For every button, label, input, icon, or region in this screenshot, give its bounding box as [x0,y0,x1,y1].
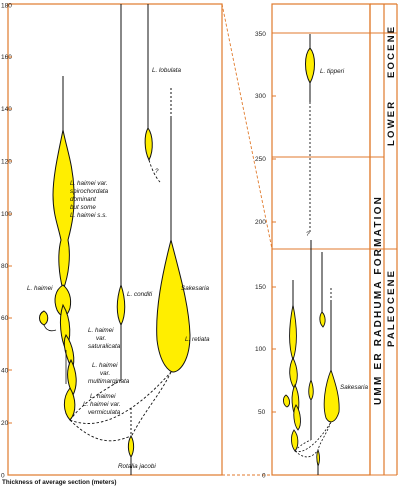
right-horizontal-lines [272,32,397,476]
label-haimei: L. haimei [27,285,53,292]
label-haimei-second: L. haimei [90,393,116,400]
label-conditi: L. conditi [127,291,153,298]
mini-spirochordata [289,304,297,362]
mini-lobulata [319,311,326,328]
formation-label: UMM ER RADHUMA FORMATION [373,195,384,405]
right-tick-marks [272,95,276,413]
label-multimarginata: L. haimei var. multimarginata [88,362,130,385]
tick-40: 40 [1,368,9,375]
x-axis-caption: Thickness of average section (meters) [2,479,116,486]
rotalia-range [127,434,135,458]
left-axis-ticks: 0 20 40 60 80 100 120 140 160 180 [1,3,12,480]
mini-conditi [308,378,314,401]
rtick-50: 50 [258,409,266,416]
left-panel-frame [7,3,223,476]
label-spirochordata: L. haimei var. spirochordata dominant bu… [70,180,110,219]
right-axis-ticks: 0 50 100 150 200 250 300 350 [255,31,266,480]
conditi-range [116,283,126,327]
mini-rotalia [316,448,320,468]
paleocene-label: PALEOCENE [386,269,397,347]
tick-100: 100 [1,211,12,218]
label-retiata: L. retiata [185,336,210,343]
strat-columns [369,3,398,475]
tipperi-range [305,47,315,85]
right-lineage-connectors [294,421,332,458]
mini-haimei-small [283,394,290,408]
question-mark: ? [155,168,159,175]
rtick-0: 0 [262,473,266,480]
rtick-250: 250 [255,156,266,163]
label-sakesaria: Sakesaria [181,285,209,292]
left-panel: 0 20 40 60 80 100 120 140 160 180 [1,3,223,486]
eocene-label: EOCENE [386,25,397,78]
tick-140: 140 [1,106,12,113]
rtick-200: 200 [255,219,266,226]
label-vermiculata: L. haimei var. vermiculata [83,401,122,416]
lobulata-range [144,127,153,162]
right-panel: 0 50 100 150 200 250 300 350 L. tipperi … [255,3,398,480]
tick-120: 120 [1,159,12,166]
question-mark-right: ? [306,231,310,238]
mini-vermiculata [291,429,299,452]
tick-160: 160 [1,54,12,61]
tick-0: 0 [1,473,5,480]
tick-80: 80 [1,263,9,270]
lower-label: LOWER [386,100,397,146]
left-species-labels: L. haimei var. spirochordata dominant bu… [27,67,210,470]
left-tick-marks [8,56,12,424]
label-saturalicata: L. haimei var. saturalicata [88,327,121,350]
rtick-350: 350 [255,31,266,38]
mini-haimei [289,356,298,389]
label-tipperi: L. tipperi [320,68,345,75]
label-rotalia: Rotalia jacobi [118,463,156,470]
tick-60: 60 [1,315,9,322]
zoom-connectors [221,3,273,476]
rtick-100: 100 [255,346,266,353]
tick-180: 180 [1,3,12,10]
rtick-300: 300 [255,93,266,100]
tick-20: 20 [1,420,9,427]
sakesaria-range [156,239,191,373]
left-lineage-connectors [69,159,172,442]
label-sakesaria-right: Sakesaria [340,384,368,391]
label-lobulata: L. lobulata [152,67,182,74]
haimei-small-range [39,310,49,326]
rtick-150: 150 [255,284,266,291]
mini-sakesaria [323,368,340,423]
mini-multimarginata [293,404,301,431]
